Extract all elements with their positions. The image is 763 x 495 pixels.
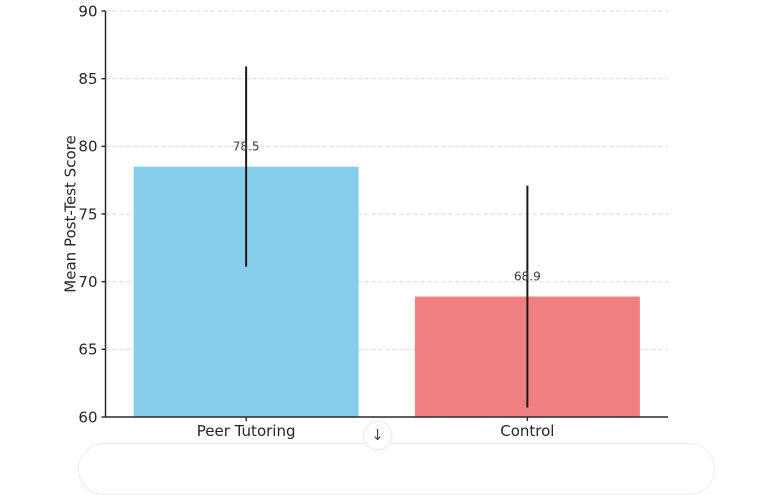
scroll-to-bottom-button[interactable]: ↓ <box>363 421 392 450</box>
x-tick-label: Peer Tutoring <box>197 422 296 440</box>
y-tick-label: 70 <box>78 273 97 291</box>
bar-chart: 60 65 70 75 80 85 90 Peer Tutoring Control Mean P… <box>61 2 668 440</box>
y-tick-label: 85 <box>78 70 97 88</box>
bar-value-label: 78.5 <box>233 140 260 154</box>
arrow-down-icon: ↓ <box>371 426 384 444</box>
x-tick-label: Control <box>500 422 554 440</box>
y-tick-label: 90 <box>78 2 97 20</box>
y-tick-label: 60 <box>78 408 97 426</box>
y-tick-label: 80 <box>78 138 97 156</box>
bar-value-label: 68.9 <box>514 270 541 284</box>
chat-input[interactable] <box>78 443 715 495</box>
y-tick-label: 75 <box>78 205 97 223</box>
y-tick-label: 65 <box>78 341 97 359</box>
y-axis-label: Mean Post-Test Score <box>61 135 79 292</box>
